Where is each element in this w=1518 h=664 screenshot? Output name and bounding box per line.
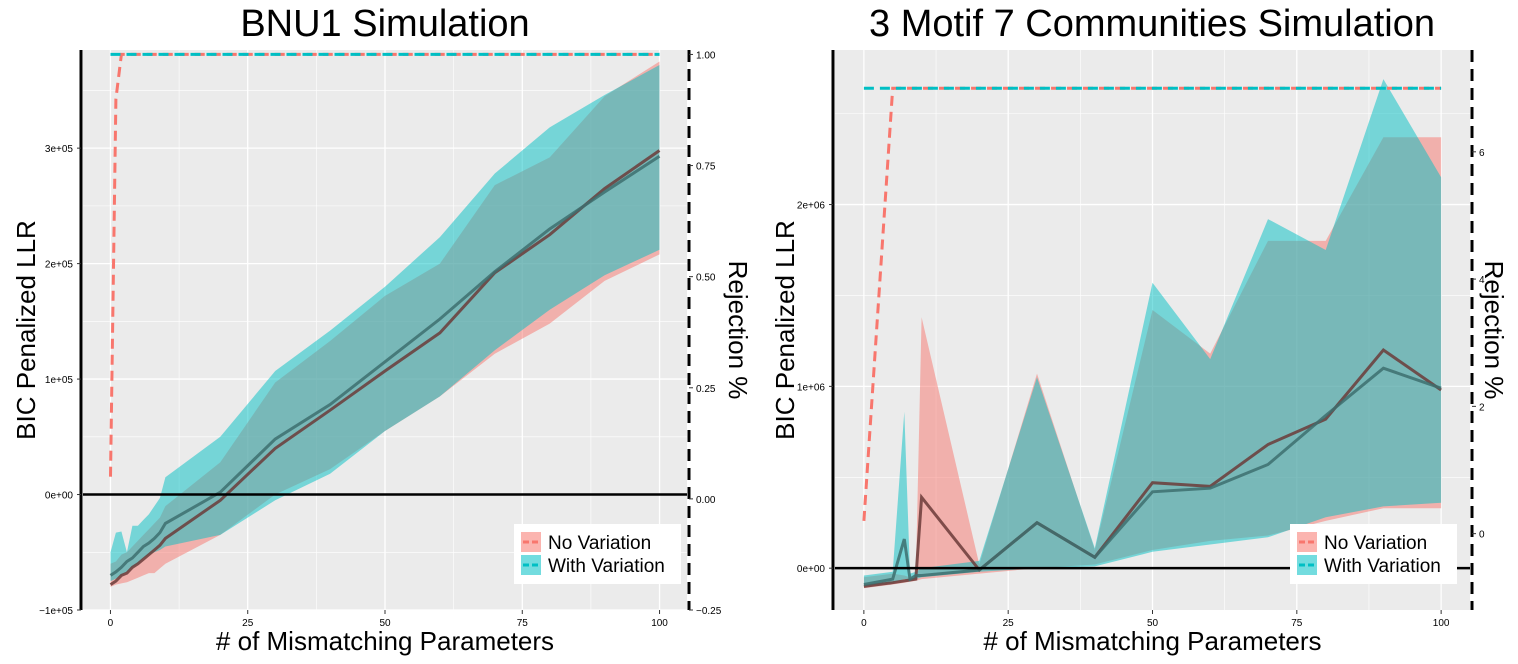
legend-key-fill xyxy=(1297,532,1317,552)
legend-label: With Variation xyxy=(548,556,665,577)
y2-tick-label: 0.00 xyxy=(696,495,716,506)
mean-line-with-variation xyxy=(109,154,661,577)
y2-tick-label: 4 xyxy=(1479,275,1485,286)
y2-tick-label: 0.50 xyxy=(696,273,716,284)
y-axis-title: BIC Penalized LLR xyxy=(770,220,800,440)
x-tick-label: 0 xyxy=(861,618,867,629)
legend-label: No Variation xyxy=(548,533,651,554)
y2-axis-title: Rejection % xyxy=(1479,261,1509,400)
y2-tick-label: 0 xyxy=(1479,530,1485,541)
x-tick-label: 75 xyxy=(1291,618,1303,629)
y2-tick-label: 2 xyxy=(1479,402,1485,413)
y-tick-label: 0e+00 xyxy=(45,491,74,502)
x-tick-label: 100 xyxy=(651,618,668,629)
y2-tick-label: 6 xyxy=(1479,148,1485,159)
y2-tick-label: 0.25 xyxy=(696,384,716,395)
y-tick-label: 1e+06 xyxy=(797,382,826,393)
chart-panel-1: −1e+05 0e+00 1e+05 2e+05 3e+05 −0.25 0.00 0.25 0… xyxy=(11,3,753,656)
x-tick-label: 25 xyxy=(242,618,254,629)
y2-tick-label: 1.00 xyxy=(696,50,716,61)
chart-panel-2: 0e+00 1e+06 2e+06 0 2 4 6 0 25 50 75 100 3 Motif 7 C… xyxy=(770,3,1509,656)
rejection-line-no-variation xyxy=(862,86,1442,521)
x-tick-label: 0 xyxy=(108,618,114,629)
chart-title: 3 Motif 7 Communities Simulation xyxy=(869,3,1435,45)
legend-key-fill xyxy=(521,555,541,575)
x-axis-title: # of Mismatching Parameters xyxy=(216,626,554,656)
y-tick-label: −1e+05 xyxy=(39,606,73,617)
legend-label: With Variation xyxy=(1324,556,1441,577)
y-tick-label: 2e+05 xyxy=(45,260,74,271)
y-tick-label: 3e+05 xyxy=(45,144,74,155)
x-tick-label: 50 xyxy=(379,618,391,629)
x-tick-label: 50 xyxy=(1147,618,1159,629)
y-tick-label: 1e+05 xyxy=(45,375,74,386)
mean-line-with-variation xyxy=(863,366,1442,586)
x-tick-label: 100 xyxy=(1433,618,1450,629)
ribbon-with-variation xyxy=(863,79,1442,587)
y-axis-title: BIC Penalized LLR xyxy=(11,220,41,440)
ribbon-with-variation xyxy=(110,65,660,582)
y-tick-label: 2e+06 xyxy=(797,201,826,212)
x-tick-label: 75 xyxy=(517,618,529,629)
legend-key-fill xyxy=(521,532,541,552)
y2-tick-label: −0.25 xyxy=(696,606,722,617)
y-tick-label: 0e+00 xyxy=(797,564,826,575)
y2-axis-title: Rejection % xyxy=(723,261,753,400)
y2-tick-label: 0.75 xyxy=(696,162,716,173)
plot-content xyxy=(109,52,661,587)
chart-title: BNU1 Simulation xyxy=(240,3,529,45)
legend-box xyxy=(1290,524,1457,584)
legend-label: No Variation xyxy=(1324,533,1427,554)
plot-content xyxy=(862,79,1442,589)
mean-line-no-variation xyxy=(109,149,661,586)
x-axis-title: # of Mismatching Parameters xyxy=(983,626,1321,656)
legend-box xyxy=(514,524,681,584)
legend-key-fill xyxy=(1297,555,1317,575)
x-tick-label: 25 xyxy=(1003,618,1015,629)
